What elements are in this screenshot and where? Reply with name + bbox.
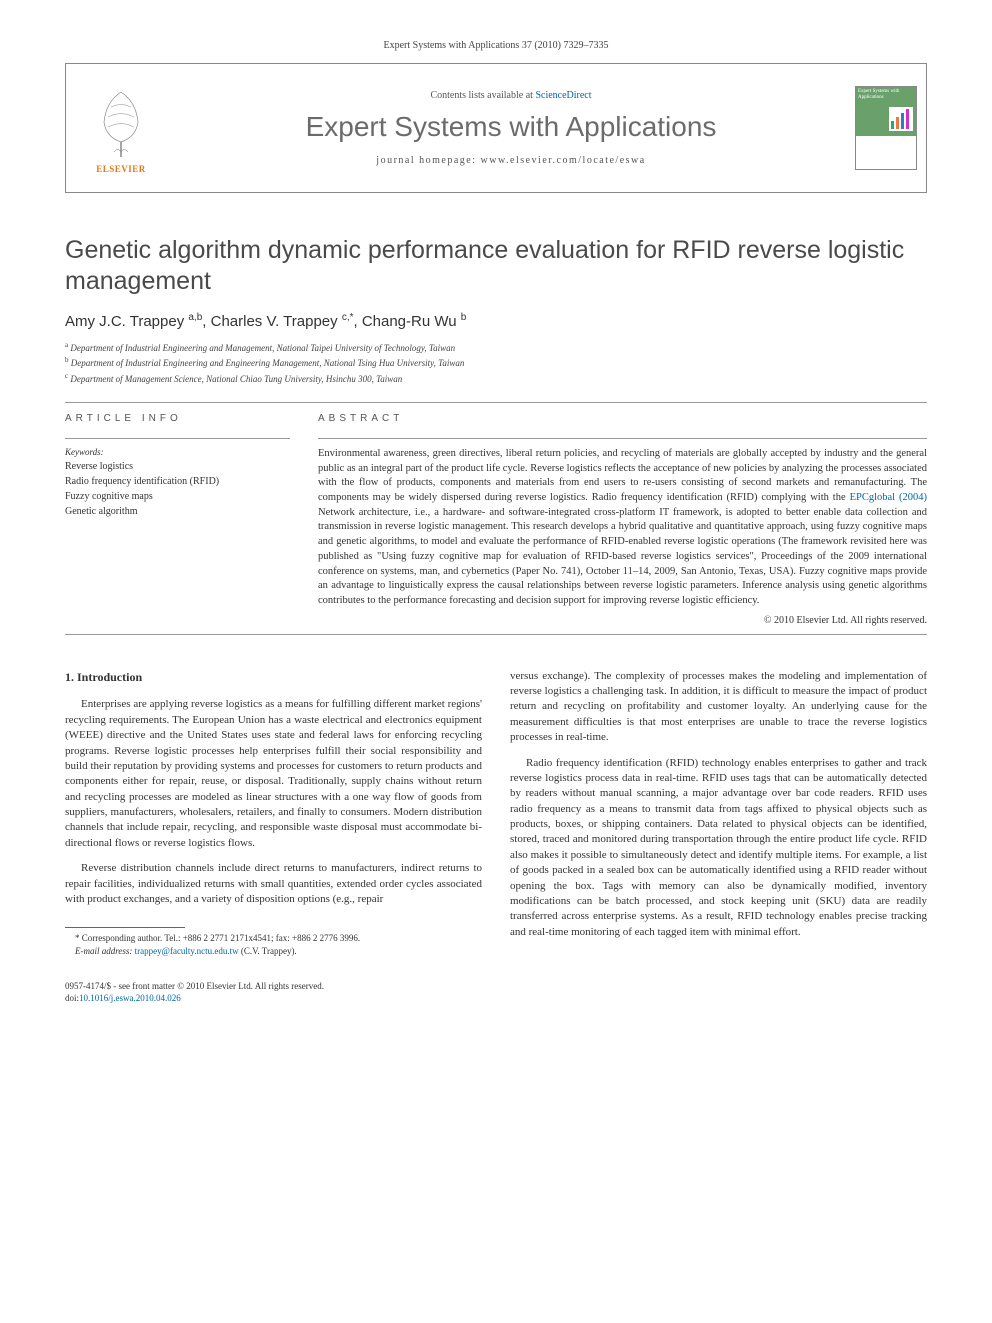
citation-line: Expert Systems with Applications 37 (201…: [65, 40, 927, 51]
publisher-name: ELSEVIER: [96, 164, 146, 174]
divider: [65, 438, 290, 439]
sciencedirect-link[interactable]: ScienceDirect: [535, 90, 591, 101]
affiliation: c Department of Management Science, Nati…: [65, 371, 927, 387]
contents-available-line: Contents lists available at ScienceDirec…: [430, 90, 591, 101]
abstract-copyright: © 2010 Elsevier Ltd. All rights reserved…: [318, 615, 927, 626]
affiliation: a Department of Industrial Engineering a…: [65, 340, 927, 356]
affiliations: a Department of Industrial Engineering a…: [65, 340, 927, 387]
intro-heading: 1. Introduction: [65, 669, 482, 686]
divider: [65, 634, 927, 635]
article-title: Genetic algorithm dynamic performance ev…: [65, 235, 927, 298]
journal-name: Expert Systems with Applications: [306, 111, 717, 143]
keyword: Fuzzy cognitive maps: [65, 489, 290, 504]
divider: [318, 438, 927, 439]
footnote-separator: [65, 927, 185, 928]
doi-link[interactable]: 10.1016/j.eswa.2010.04.026: [79, 993, 181, 1003]
publisher-logo: ELSEVIER: [66, 64, 176, 192]
abstract-text: Environmental awareness, green directive…: [318, 447, 927, 609]
article-info-label: ARTICLE INFO: [65, 413, 290, 424]
abstract-post: Network architecture, i.e., a hardware- …: [318, 507, 927, 606]
cover-title: Expert Systems with Applications: [856, 87, 916, 102]
email-line: E-mail address: trappey@faculty.nctu.edu…: [65, 945, 482, 958]
affiliation: b Department of Industrial Engineering a…: [65, 355, 927, 371]
divider: [65, 402, 927, 403]
corresponding-author: * Corresponding author. Tel.: +886 2 277…: [65, 932, 482, 945]
body-paragraph: Reverse distribution channels include di…: [65, 861, 482, 907]
body-paragraph: Enterprises are applying reverse logisti…: [65, 697, 482, 851]
abstract-pre: Environmental awareness, green directive…: [318, 448, 927, 503]
journal-cover: Expert Systems with Applications: [846, 64, 926, 192]
contents-prefix: Contents lists available at: [430, 90, 535, 101]
keyword: Reverse logistics: [65, 459, 290, 474]
keywords-label: Keywords:: [65, 447, 290, 457]
body-paragraph: Radio frequency identification (RFID) te…: [510, 756, 927, 941]
keyword: Genetic algorithm: [65, 504, 290, 519]
abstract-label: ABSTRACT: [318, 413, 927, 424]
keyword: Radio frequency identification (RFID): [65, 474, 290, 489]
authors-line: Amy J.C. Trappey a,b, Charles V. Trappey…: [65, 312, 927, 330]
email-link[interactable]: trappey@faculty.nctu.edu.tw: [135, 946, 239, 956]
bottom-meta: 0957-4174/$ - see front matter © 2010 El…: [65, 980, 482, 1005]
journal-homepage: journal homepage: www.elsevier.com/locat…: [376, 155, 645, 166]
cover-chart-icon: [889, 107, 913, 131]
journal-header-box: ELSEVIER Contents lists available at Sci…: [65, 63, 927, 193]
body-paragraph: versus exchange). The complexity of proc…: [510, 669, 927, 746]
epcglobal-link[interactable]: EPCglobal (2004): [850, 492, 927, 503]
elsevier-tree-icon: [86, 82, 156, 162]
